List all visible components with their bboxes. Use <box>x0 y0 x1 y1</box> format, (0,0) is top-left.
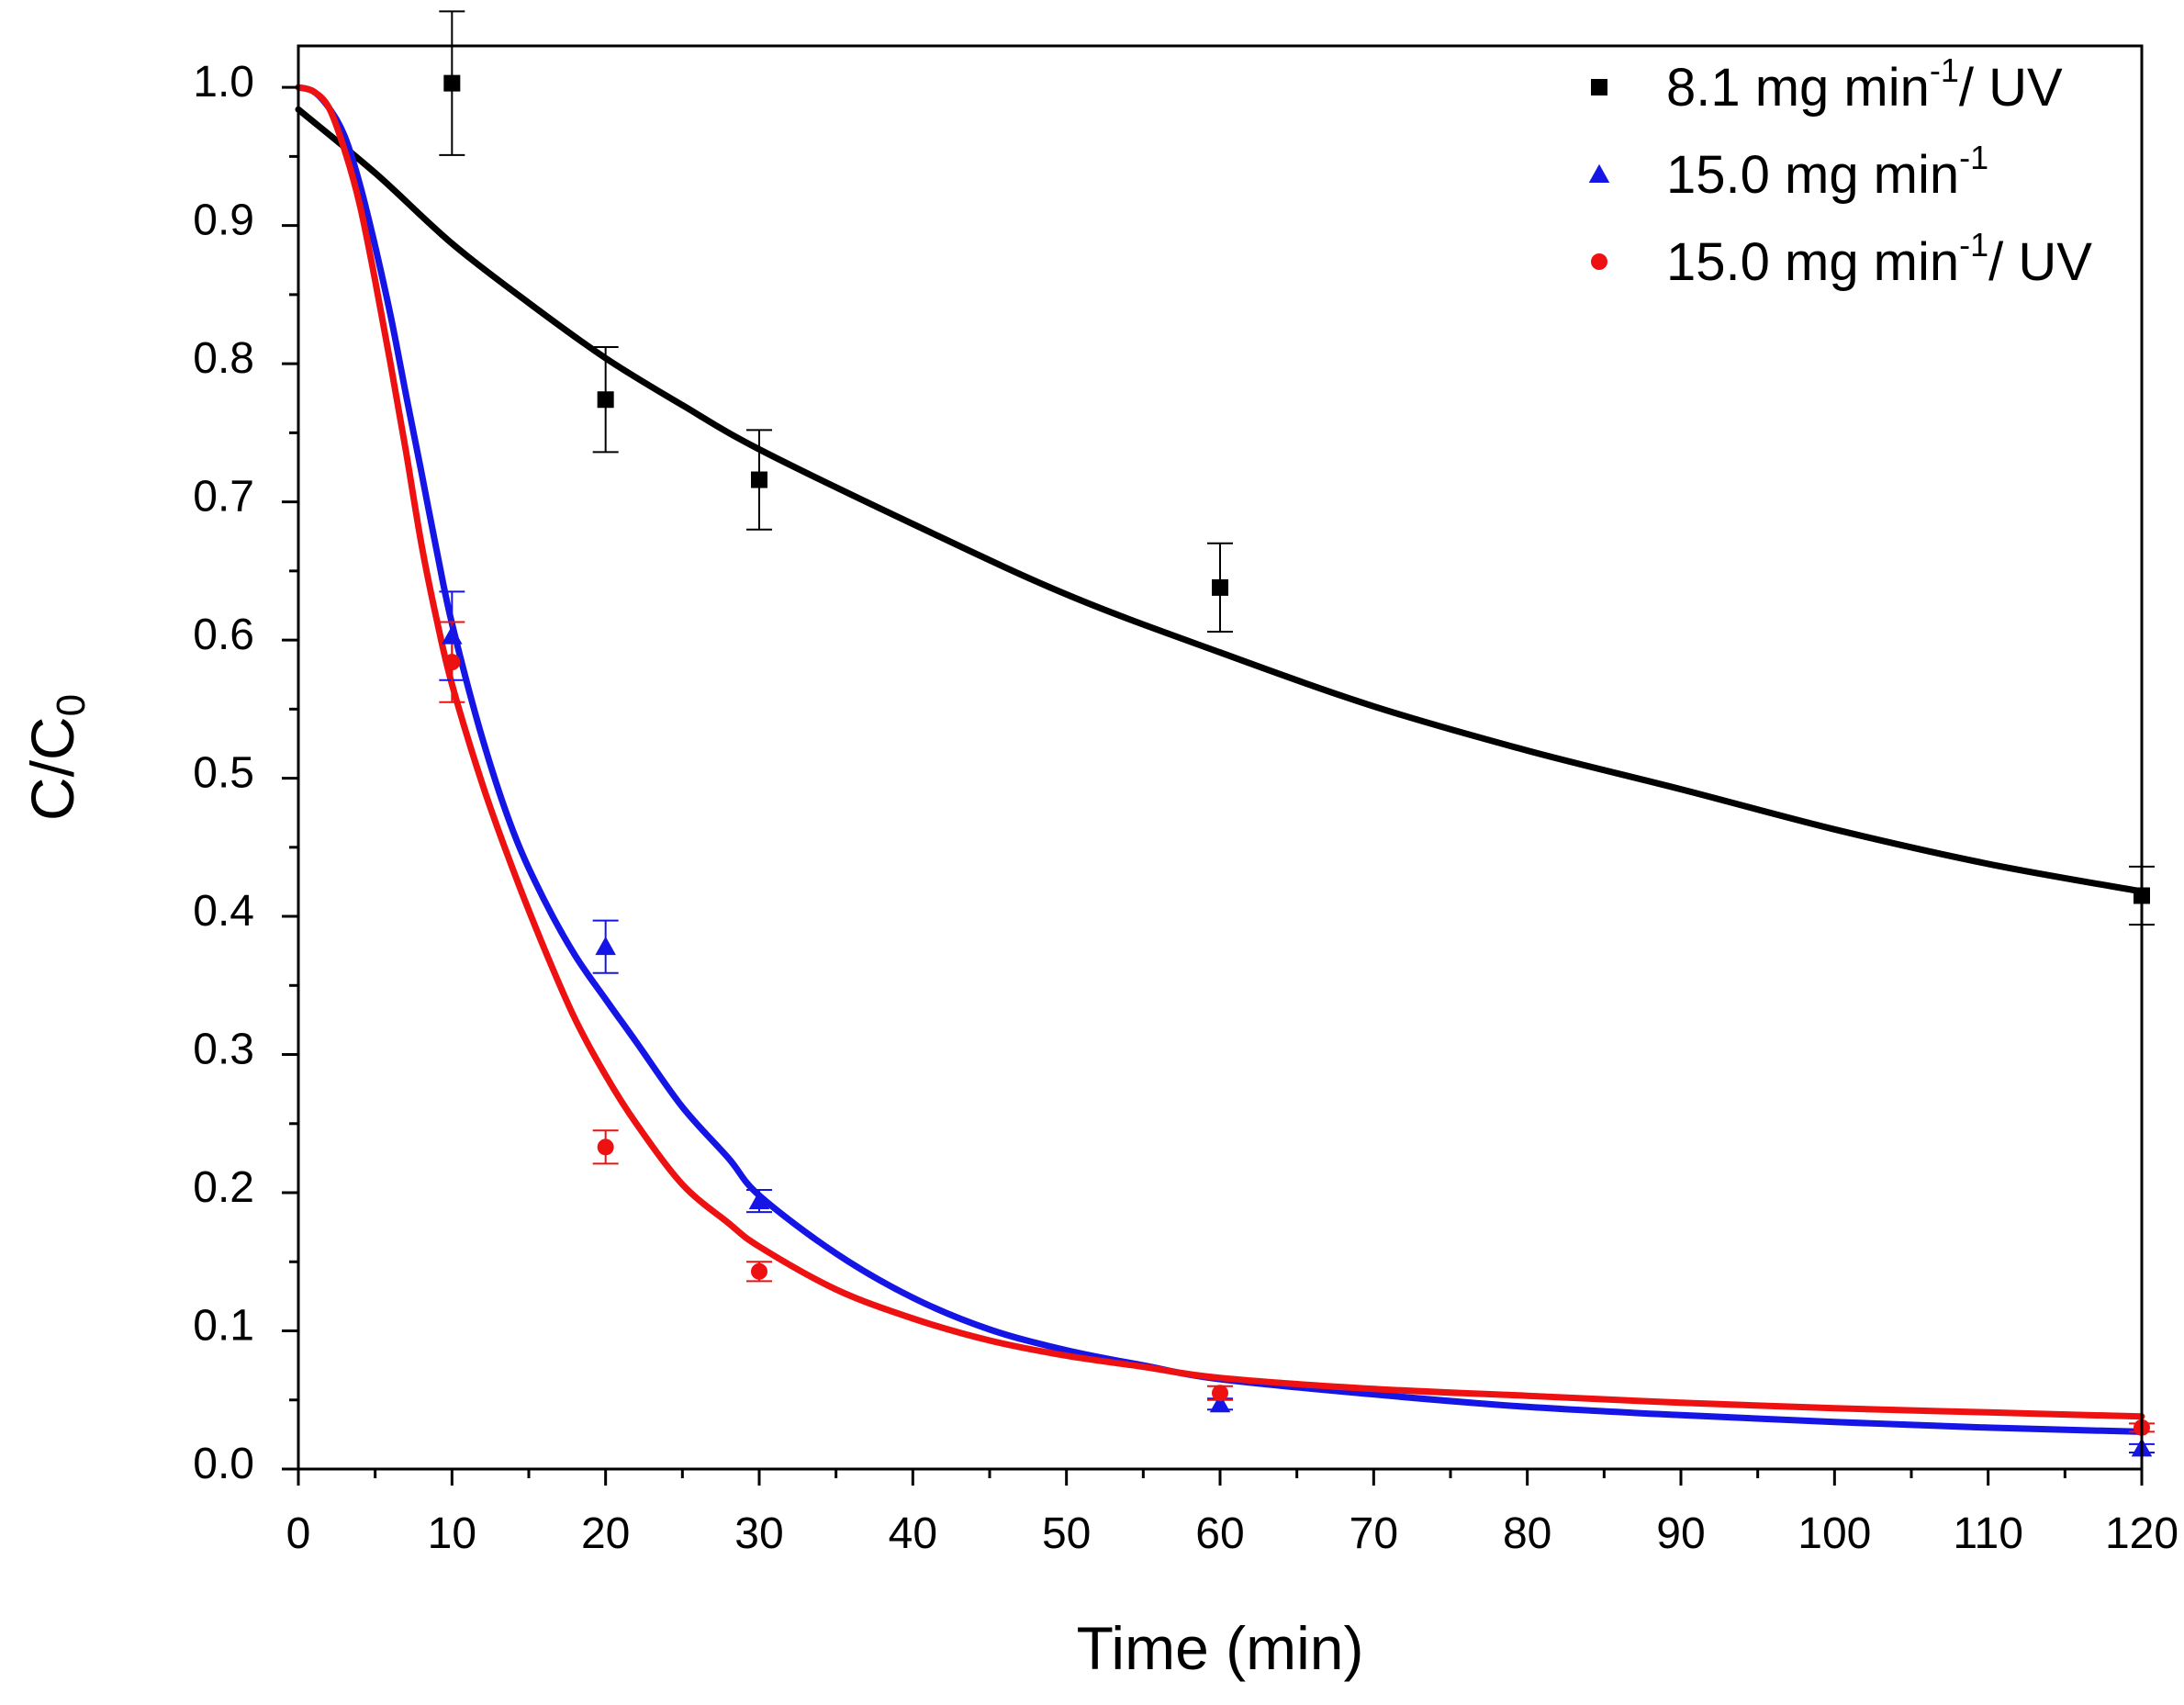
data-point-series-1 <box>597 391 614 409</box>
y-tick-label: 0.3 <box>193 1026 254 1074</box>
legend-label-suffix: / UV <box>1988 232 2092 292</box>
fit-curve-series-3 <box>295 84 2145 1420</box>
y-tick-label: 0.1 <box>193 1302 254 1351</box>
legend-label-superscript: -1 <box>1930 51 1959 89</box>
y-tick-label: 0.0 <box>193 1440 254 1488</box>
legend-label: 15.0 mg min-1 <box>1666 139 1988 205</box>
x-axis-ticks: 0 10 20 30 40 50 60 70 80 90 100 110 120 <box>286 1469 2178 1558</box>
y-tick-label: 0.4 <box>193 887 254 936</box>
y-tick-label: 0.8 <box>193 334 254 383</box>
y-axis-ticks: 0.0 0.1 0.2 0.3 0.4 0.5 0.6 0.7 0.8 0.9 1.0 <box>193 58 298 1488</box>
x-tick-label: 110 <box>1953 1509 2023 1558</box>
x-tick-label: 60 <box>1195 1509 1244 1558</box>
legend-label-suffix: / UV <box>1959 58 2063 118</box>
y-tick-label: 0.5 <box>193 749 254 798</box>
legend-label: 8.1 mg min-1/ UV <box>1666 51 2063 118</box>
legend-marker <box>1588 163 1610 183</box>
legend-item-2: 15.0 mg min-1 <box>1588 139 1988 205</box>
data-point-series-3 <box>1212 1385 1228 1402</box>
y-tick-label: 0.7 <box>193 473 254 522</box>
data-point-series-2 <box>1209 1394 1231 1413</box>
x-tick-label: 80 <box>1503 1509 1551 1558</box>
legend-label-main: 15.0 mg min <box>1666 232 1959 292</box>
y-tick-label: 1.0 <box>193 58 254 107</box>
data-point-series-1 <box>1212 578 1228 596</box>
legend-label-main: 15.0 mg min <box>1666 145 1959 205</box>
legend-item-3: 15.0 mg min-1/ UV <box>1591 226 2092 292</box>
fit-curve-series-2 <box>295 84 2145 1435</box>
y-axis-title: C/C0 <box>18 694 94 821</box>
x-axis-title: Time (min) <box>1077 1614 1364 1682</box>
y-tick-label: 0.2 <box>193 1163 254 1212</box>
data-point-series-3 <box>597 1139 614 1156</box>
data-point-series-3 <box>443 654 461 671</box>
legend-label-superscript: -1 <box>1959 139 1988 176</box>
x-tick-label: 90 <box>1656 1509 1705 1558</box>
legend-item-1: 8.1 mg min-1/ UV <box>1591 51 2063 118</box>
data-point-series-2 <box>595 936 616 956</box>
data-point-series-1 <box>443 74 461 92</box>
legend-marker <box>1591 79 1607 95</box>
fit-curve-series-1 <box>295 106 2145 895</box>
x-tick-label: 0 <box>286 1509 311 1558</box>
x-tick-label: 30 <box>734 1509 783 1558</box>
x-tick-label: 40 <box>889 1509 937 1558</box>
legend-marker <box>1591 253 1607 270</box>
x-tick-label: 70 <box>1350 1509 1398 1558</box>
legend-label-main: 8.1 mg min <box>1666 58 1930 118</box>
data-point-series-2 <box>442 625 463 645</box>
y-tick-label: 0.9 <box>193 196 254 245</box>
legend-label-superscript: -1 <box>1959 226 1988 264</box>
y-axis-title-main: C/C <box>18 716 86 821</box>
fit-curves <box>295 84 2145 1435</box>
y-axis-title-subscript: 0 <box>49 694 94 716</box>
y-tick-label: 0.6 <box>193 611 254 659</box>
data-point-series-2 <box>748 1190 770 1210</box>
x-tick-label: 120 <box>2105 1509 2178 1558</box>
x-tick-label: 20 <box>581 1509 630 1558</box>
data-point-series-1 <box>751 471 767 488</box>
x-tick-label: 100 <box>1798 1509 1871 1558</box>
data-points <box>442 74 2153 1457</box>
x-tick-label: 10 <box>428 1509 476 1558</box>
legend-label: 15.0 mg min-1/ UV <box>1666 226 2092 292</box>
x-tick-label: 50 <box>1042 1509 1091 1558</box>
data-point-series-3 <box>751 1262 767 1280</box>
